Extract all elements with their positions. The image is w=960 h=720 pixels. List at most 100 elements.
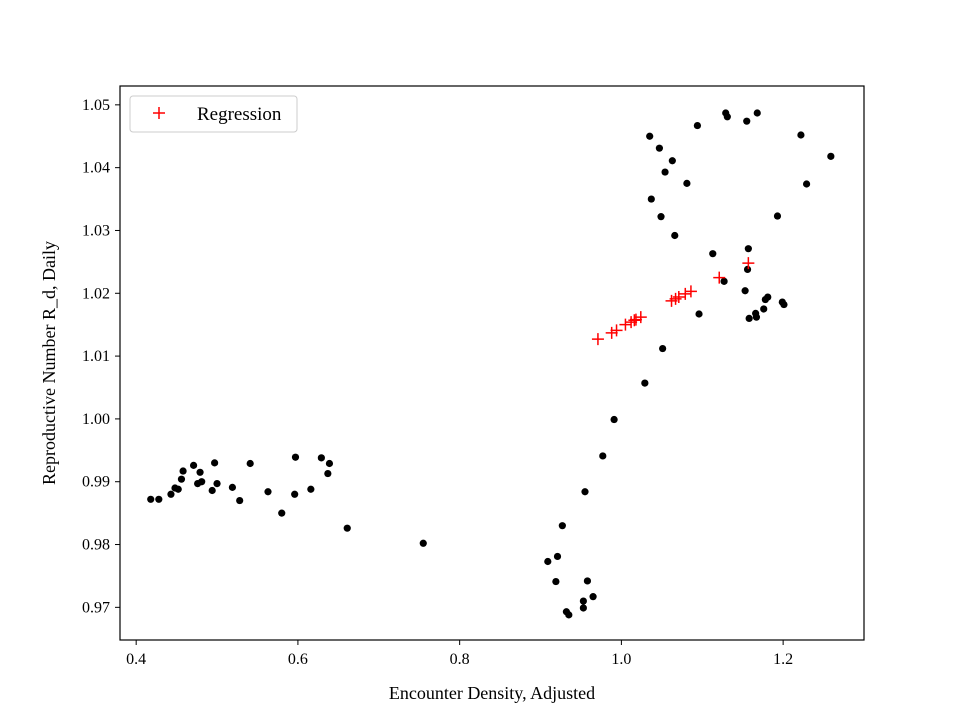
data-point (760, 305, 768, 313)
data-point (641, 379, 649, 387)
data-point (155, 495, 163, 503)
data-points (147, 109, 835, 619)
regression-point (591, 333, 604, 346)
data-point (741, 287, 749, 295)
data-point (325, 459, 334, 468)
data-point (744, 245, 752, 253)
y-tick-label: 0.97 (82, 599, 110, 616)
data-point (228, 483, 237, 491)
data-point (780, 300, 788, 309)
data-point (343, 524, 351, 532)
x-tick-label: 1.0 (611, 651, 631, 668)
regression-point (619, 318, 632, 331)
data-point (189, 461, 198, 469)
data-point (558, 522, 566, 530)
regression-point (629, 313, 642, 326)
x-axis: 0.4 0.6 0.8 1.0 1.2 (126, 640, 793, 668)
regression-point (610, 324, 623, 337)
regression-point (742, 257, 755, 270)
y-tick-label: 0.98 (82, 537, 110, 554)
legend-box (129, 95, 298, 133)
x-tick-label: 0.4 (126, 651, 146, 668)
data-point (657, 213, 665, 221)
data-point (198, 478, 206, 486)
x-tick-label: 0.6 (288, 651, 308, 668)
y-tick-label: 1.04 (82, 160, 110, 177)
data-point (646, 132, 654, 140)
data-point (324, 469, 332, 478)
legend-marker-regression (153, 107, 165, 119)
legend-plus-icon (153, 107, 165, 119)
data-point (565, 611, 573, 619)
data-point (179, 467, 187, 475)
data-point (291, 453, 300, 461)
data-point (693, 121, 702, 130)
data-point (167, 490, 175, 498)
data-point (723, 113, 731, 121)
data-point (610, 415, 618, 424)
data-point (661, 168, 669, 176)
data-point (278, 509, 286, 517)
data-point (827, 152, 835, 160)
y-tick-label: 1.01 (82, 348, 110, 365)
regression-point (605, 326, 618, 339)
data-point (659, 344, 667, 353)
data-point (655, 144, 664, 152)
data-point (683, 179, 691, 187)
y-tick-label: 1.00 (82, 411, 110, 428)
data-point (753, 109, 761, 117)
data-point (544, 557, 552, 566)
y-tick-label: 0.99 (82, 474, 110, 491)
y-axis-label: Reproductive Number R_d, Daily (39, 241, 59, 485)
data-point (581, 488, 589, 496)
data-point (671, 231, 679, 240)
data-point (553, 552, 562, 561)
data-point (589, 593, 597, 601)
data-point (147, 495, 155, 503)
data-point (246, 459, 254, 468)
data-point (647, 195, 655, 203)
y-axis: 0.97 0.98 0.99 1.00 1.01 1.02 1.03 1.04 1.05 (82, 97, 120, 616)
data-point (773, 212, 782, 220)
regression-point (669, 292, 682, 305)
regression-point (625, 316, 638, 329)
data-point (709, 250, 717, 258)
data-point (695, 310, 703, 318)
regression-point (679, 287, 692, 300)
x-tick-label: 1.2 (773, 651, 793, 668)
data-point (579, 597, 587, 605)
data-point (213, 479, 221, 488)
data-point (211, 459, 219, 467)
data-point (552, 577, 560, 586)
legend: Regression (129, 95, 298, 133)
y-tick-label: 1.02 (82, 285, 110, 302)
data-point (291, 490, 299, 498)
regression-point (684, 285, 697, 298)
data-point (743, 265, 752, 274)
data-point (579, 604, 587, 612)
regression-point (634, 311, 647, 324)
regression-point (713, 271, 726, 284)
data-point (174, 485, 182, 493)
data-point (797, 131, 805, 139)
data-point (307, 485, 315, 493)
data-point (208, 486, 216, 495)
y-tick-label: 1.03 (82, 222, 110, 239)
data-point (419, 539, 427, 547)
legend-label-regression: Regression (197, 104, 282, 125)
data-point (236, 496, 244, 505)
regression-point (672, 291, 685, 304)
data-point (317, 454, 325, 462)
data-point (668, 157, 676, 165)
data-point (264, 488, 272, 496)
data-point (764, 293, 772, 301)
data-point (720, 277, 728, 285)
x-axis-label: Encounter Density, Adjusted (389, 683, 595, 703)
data-point (745, 314, 753, 323)
data-point (196, 468, 204, 476)
data-point (177, 475, 186, 483)
data-point (599, 452, 607, 460)
data-point (583, 577, 592, 585)
data-point (752, 313, 761, 321)
